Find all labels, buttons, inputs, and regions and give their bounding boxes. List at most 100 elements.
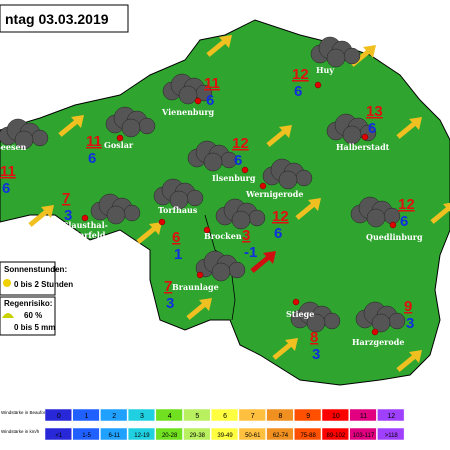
- cloud: [211, 262, 231, 282]
- wind-arrow-head: [71, 115, 84, 128]
- min-temp: 3: [64, 207, 72, 224]
- title-box: [0, 4, 129, 33]
- kmh-cell: [183, 427, 211, 441]
- beaufort-cell: [100, 408, 128, 422]
- max-temp: 12: [292, 66, 309, 83]
- wind-arrow-head: [308, 198, 321, 211]
- city-dot: [371, 328, 379, 336]
- kmh-value: 103-117: [353, 433, 375, 439]
- city-name: Braunlage: [172, 282, 219, 292]
- wind-arrow: [206, 39, 227, 57]
- kmh-value: 29-38: [190, 433, 206, 439]
- beaufort-cell: [155, 408, 183, 422]
- cloud: [31, 129, 49, 147]
- city-name: Quedlinburg: [366, 232, 423, 242]
- min-temp: 6: [234, 152, 242, 169]
- city-dot: [292, 298, 300, 306]
- rain-title: Regenrisiko:: [4, 299, 52, 308]
- kmh-value: 20-28: [162, 433, 178, 439]
- beaufort-cell: [321, 408, 349, 422]
- beaufort-value: 5: [195, 413, 199, 420]
- cloud: [231, 210, 251, 230]
- beaufort-value: 12: [387, 413, 395, 420]
- clouds: [0, 36, 406, 333]
- city-name: Brocken: [204, 231, 242, 241]
- min-temp: 6: [294, 83, 302, 100]
- beaufort-cell: [72, 408, 100, 422]
- sun-title: Sonnenstunden:: [4, 265, 67, 274]
- beaufort-label: Windstärke in Beaufort: [1, 410, 47, 415]
- city-dot: [361, 133, 369, 141]
- max-temp: 8: [310, 329, 318, 346]
- beaufort-cell: [183, 408, 211, 422]
- cloud: [186, 189, 204, 207]
- cloud: [138, 117, 156, 135]
- cloud: [323, 312, 341, 330]
- kmh-value: 50-61: [245, 433, 261, 439]
- cloud: [342, 125, 362, 145]
- kmh-cell: [72, 427, 100, 441]
- max-temp: 12: [272, 208, 289, 225]
- min-temp: 6: [206, 92, 214, 109]
- kmh-value: 1-5: [82, 433, 91, 439]
- kmh-value: 6-11: [108, 433, 120, 439]
- beaufort-value: 8: [278, 413, 282, 420]
- city-dot: [158, 218, 166, 226]
- cloud: [14, 130, 34, 150]
- city-name: Vienenburg: [161, 107, 215, 117]
- city-dot: [81, 214, 89, 222]
- wind-arrow-head: [199, 298, 212, 311]
- wind-arrow: [295, 202, 316, 220]
- wind-arrow-head: [279, 125, 292, 138]
- cloud: [178, 85, 198, 105]
- title: ntag 03.03.2019: [5, 11, 109, 27]
- cloud: [388, 312, 406, 330]
- city-dot: [259, 182, 267, 190]
- sun-value: 0 bis 2 Stunden: [14, 280, 73, 289]
- city-name: Huy: [316, 65, 334, 75]
- rain-amount: 0 bis 5 mm: [14, 323, 55, 332]
- wind-arrow: [272, 342, 293, 360]
- city-name: Ilsenburg: [212, 173, 256, 183]
- kmh-cell: [238, 427, 266, 441]
- cloud: [228, 261, 246, 279]
- cloud: [326, 48, 346, 68]
- cloud: [295, 169, 313, 187]
- max-temp: 6: [172, 229, 180, 246]
- city-name: Seesen: [0, 142, 27, 152]
- kmh-cell: [377, 427, 405, 441]
- kmh-value: >118: [385, 433, 399, 439]
- wind-arrow-head: [409, 350, 422, 363]
- max-temp: 11: [0, 163, 16, 180]
- beaufort-value: 10: [332, 413, 340, 420]
- city-dot: [241, 166, 249, 174]
- city-dot: [314, 81, 322, 89]
- beaufort-cell: [349, 408, 377, 422]
- kmh-cell: [294, 427, 322, 441]
- min-temp: 6: [368, 120, 376, 137]
- city-name: Harzgerode: [352, 337, 404, 347]
- kmh-cell: [266, 427, 294, 441]
- city-name: Wernigerode: [245, 189, 303, 199]
- min-temp: 3: [406, 315, 414, 332]
- cloud: [121, 118, 141, 138]
- beaufort-value: 6: [223, 413, 227, 420]
- wind-arrow: [250, 255, 271, 273]
- wind-arrow: [186, 302, 207, 320]
- wind-arrow: [266, 129, 287, 147]
- max-temp: 12: [398, 196, 415, 213]
- city-name: Torfhaus: [158, 205, 198, 215]
- city-dot: [116, 134, 124, 142]
- cloud: [123, 204, 141, 222]
- kmh-value: 62-74: [273, 433, 289, 439]
- beaufort-value: 0: [57, 413, 61, 420]
- kmh-value: 39-49: [217, 433, 233, 439]
- max-temp: 12: [232, 135, 249, 152]
- min-temp: 1: [174, 246, 182, 263]
- beaufort-cell: [238, 408, 266, 422]
- min-temp: 3: [312, 346, 320, 363]
- beaufort-cell: [294, 408, 322, 422]
- city-dot: [196, 271, 204, 279]
- city-name: Halberstadt: [336, 142, 390, 152]
